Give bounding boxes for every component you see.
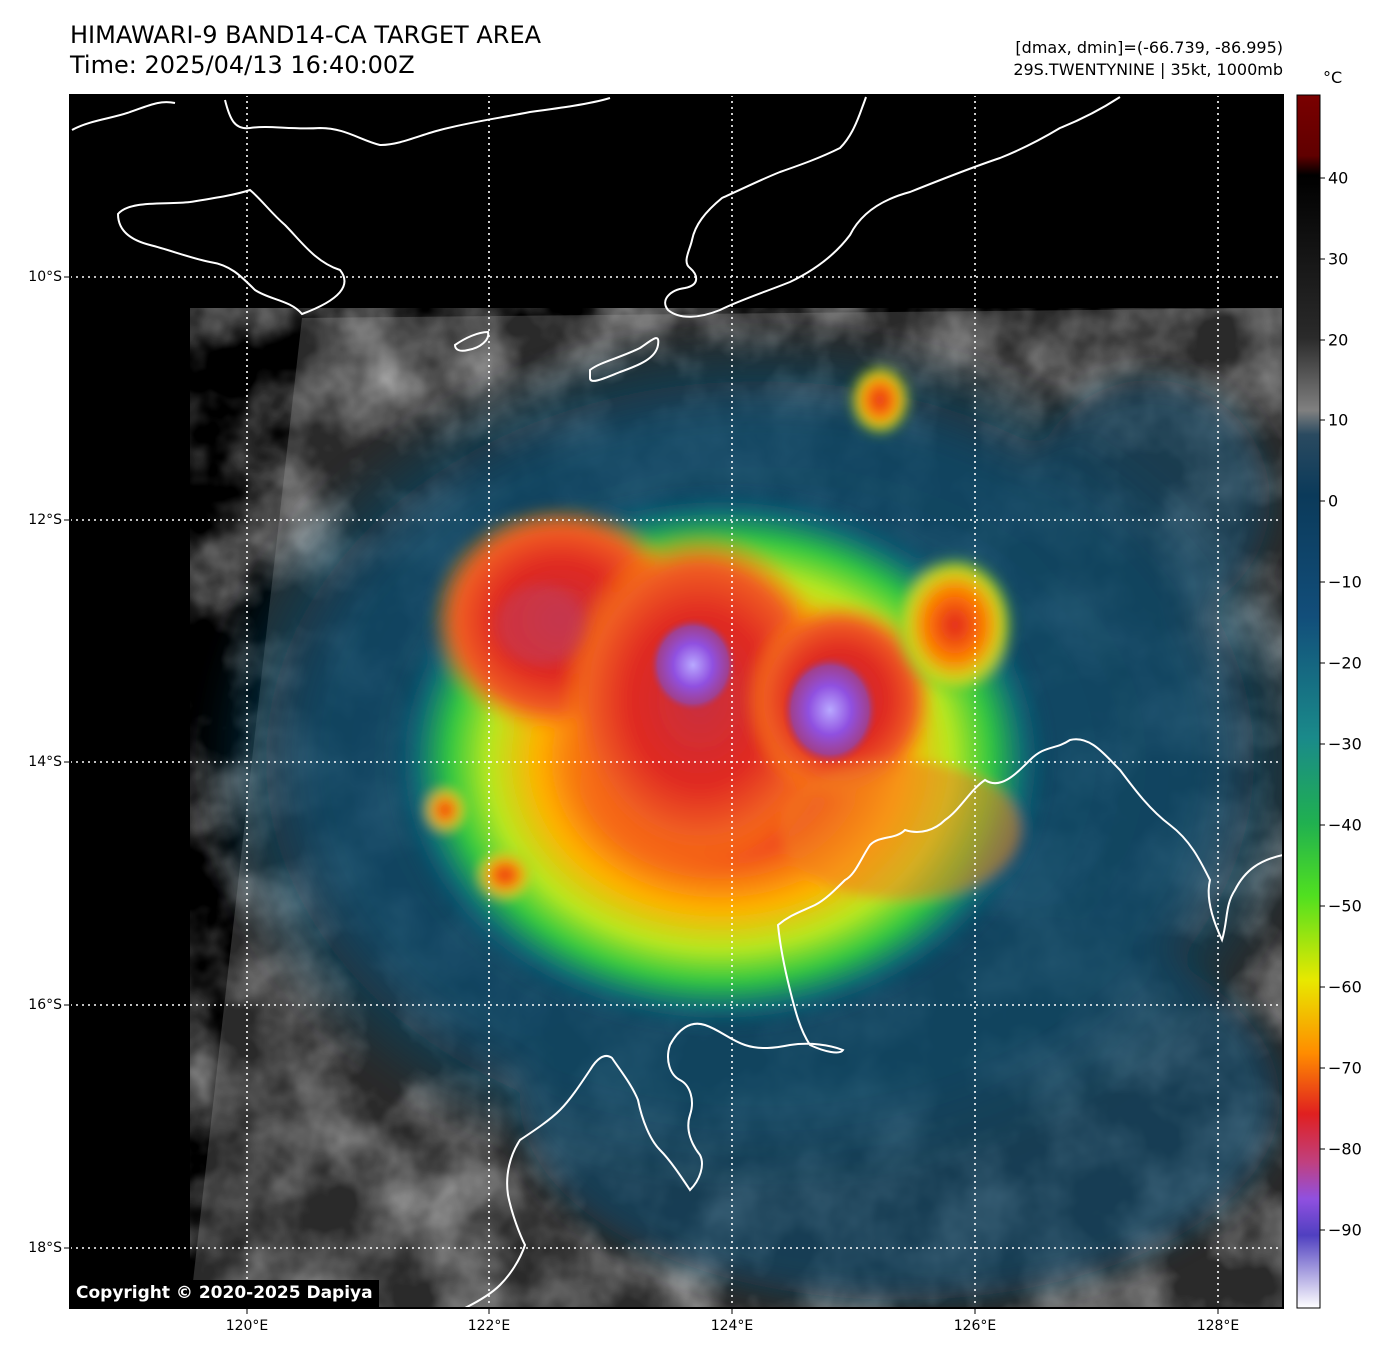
lon-label-122e: 122°E <box>467 1318 511 1334</box>
storm-info: [dmax, dmin]=(-66.739, -86.995) 29S.TWEN… <box>1013 37 1283 81</box>
colorbar-label: −90 <box>1328 1220 1362 1240</box>
copyright-notice: Copyright © 2020-2025 Dapiya <box>70 1280 379 1307</box>
coastline-flores <box>71 97 611 147</box>
colorbar-label: −40 <box>1328 815 1362 835</box>
title-line-2: Time: 2025/04/13 16:40:00Z <box>70 51 415 79</box>
lat-label-18s: 18°S <box>28 1240 62 1256</box>
colorbar-label: 20 <box>1328 330 1349 350</box>
colorbar-label: 10 <box>1328 410 1349 430</box>
lon-label-126e: 126°E <box>953 1318 997 1334</box>
coastline-rote <box>589 337 660 382</box>
info-line-1: [dmax, dmin]=(-66.739, -86.995) <box>1015 38 1283 57</box>
gridlines <box>70 95 1283 1308</box>
coastlines <box>71 96 1283 1308</box>
colorbar-label: 30 <box>1328 249 1349 269</box>
colorbar-frame <box>1296 94 1321 1309</box>
coastline-savu <box>453 330 490 352</box>
colorbar-label: −80 <box>1328 1139 1362 1159</box>
title-line-1: HIMAWARI-9 BAND14-CA TARGET AREA <box>70 21 542 49</box>
overshooting-tops <box>495 585 878 765</box>
figure-title: HIMAWARI-9 BAND14-CA TARGET AREA Time: 2… <box>70 20 541 80</box>
colorbar-ramp <box>1297 95 1320 1308</box>
colorbar-label: 40 <box>1328 168 1349 188</box>
map-imagery <box>70 95 1283 1308</box>
colorbar-label: −30 <box>1328 734 1362 754</box>
lat-label-12s: 12°S <box>28 512 62 528</box>
coastline-kimberley <box>464 738 1283 1308</box>
colorbar-unit: °C <box>1323 68 1343 87</box>
colorbar-ticks <box>1320 177 1325 1231</box>
colorbar-label: −60 <box>1328 977 1362 997</box>
lon-label-120e: 120°E <box>225 1318 269 1334</box>
map-frame <box>69 94 1284 1309</box>
colorbar-label: −70 <box>1328 1058 1362 1078</box>
colorbar-label: 0 <box>1328 491 1339 511</box>
colorbar-label: −10 <box>1328 572 1362 592</box>
map-ticks <box>64 276 1219 1314</box>
lat-label-10s: 10°S <box>28 269 62 285</box>
coastline-sumba <box>116 188 346 316</box>
lat-label-14s: 14°S <box>28 754 62 770</box>
info-line-2: 29S.TWENTYNINE | 35kt, 1000mb <box>1013 60 1283 79</box>
colorbar-label: −20 <box>1328 653 1362 673</box>
lon-label-124e: 124°E <box>710 1318 754 1334</box>
lon-label-128e: 128°E <box>1196 1318 1240 1334</box>
coastline-timor <box>664 96 1121 318</box>
colorbar-label: −50 <box>1328 896 1362 916</box>
lat-label-16s: 16°S <box>28 997 62 1013</box>
